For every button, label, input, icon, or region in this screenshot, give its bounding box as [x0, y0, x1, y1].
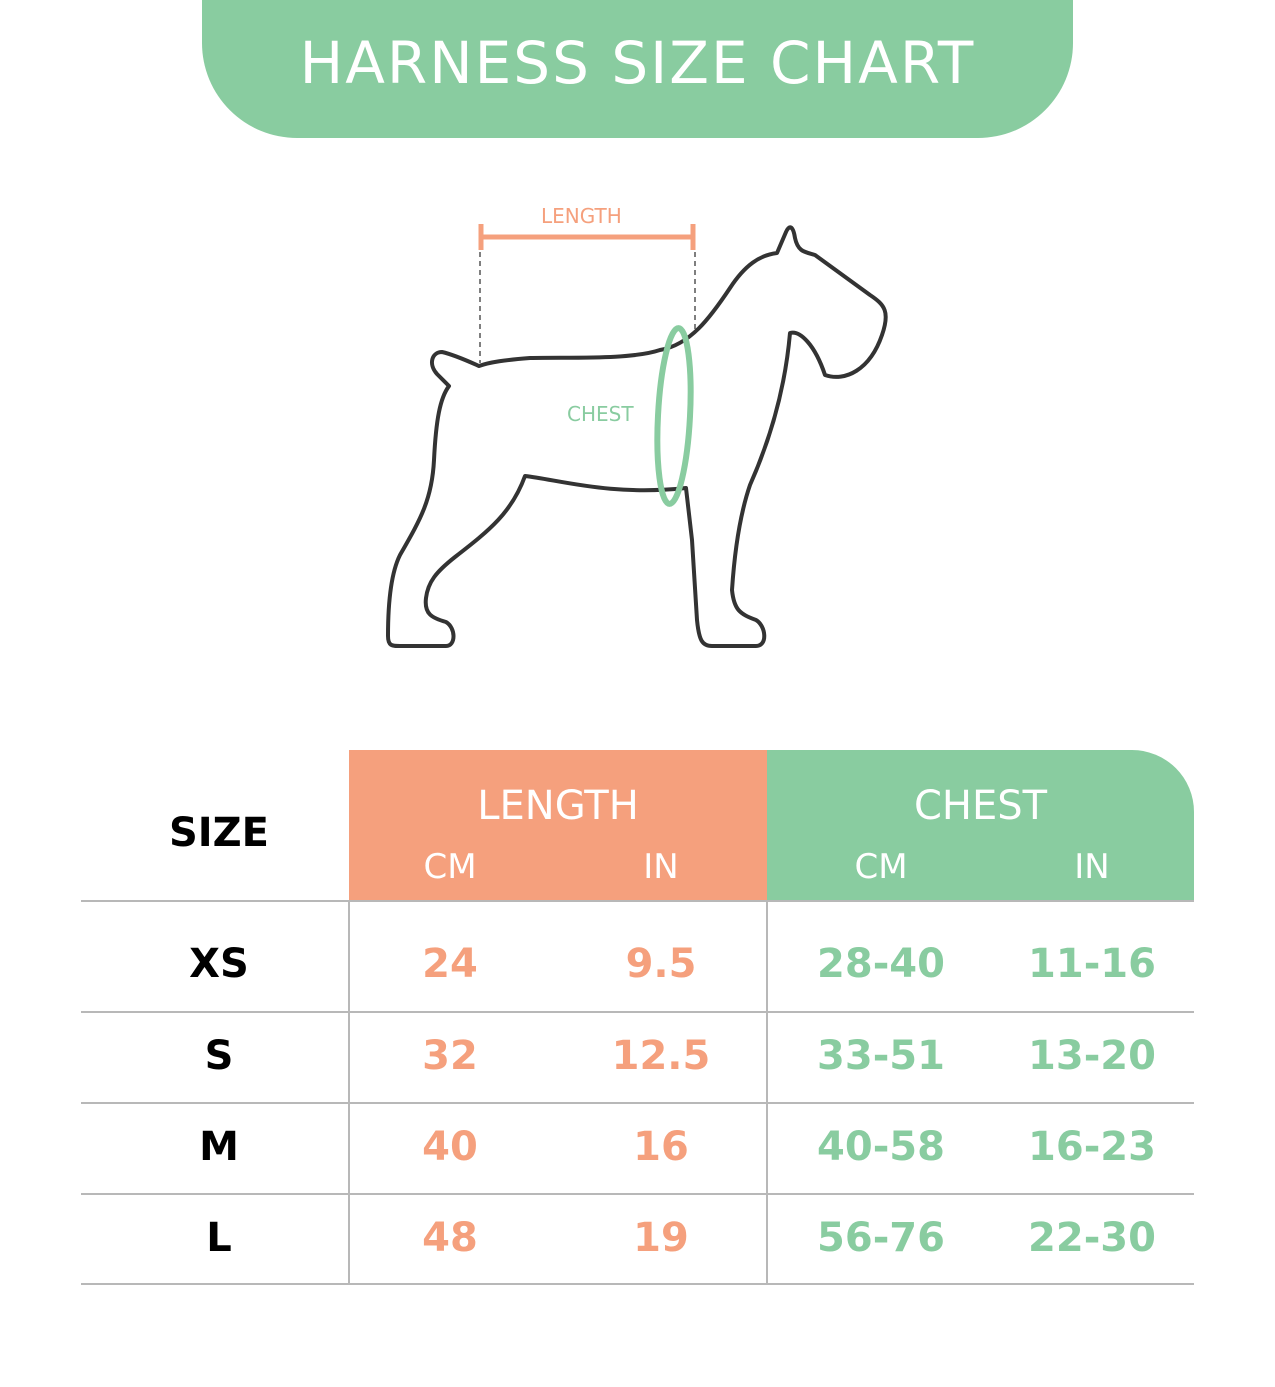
size-header: SIZE: [168, 810, 270, 856]
length-arrow: [478, 224, 696, 250]
row-divider: [81, 900, 1194, 902]
cell-length-cm: 32: [422, 1033, 478, 1079]
cell-chest-cm: 28-40: [817, 941, 945, 987]
length-cm-header: CM: [423, 847, 477, 887]
row-divider: [81, 1102, 1194, 1104]
column-divider: [348, 901, 350, 1284]
row-divider: [81, 1011, 1194, 1013]
cell-size: M: [199, 1124, 239, 1170]
cell-chest-in: 11-16: [1028, 941, 1156, 987]
cell-length-in: 9.5: [625, 941, 697, 987]
dog-diagram: [386, 224, 888, 648]
title-banner: HARNESS SIZE CHART: [202, 0, 1073, 138]
page-title: HARNESS SIZE CHART: [299, 29, 976, 97]
chest-in-header: IN: [1074, 847, 1110, 887]
cell-chest-in: 22-30: [1028, 1215, 1156, 1261]
table-header-chest: [767, 750, 1194, 901]
chest-header: CHEST: [913, 783, 1048, 829]
row-divider: [81, 1193, 1194, 1195]
cell-length-in: 19: [633, 1215, 689, 1261]
length-label: LENGTH: [541, 204, 622, 228]
cell-chest-cm: 40-58: [817, 1124, 945, 1170]
cell-chest-cm: 56-76: [817, 1215, 945, 1261]
dog-outline: [386, 225, 888, 648]
row-divider: [81, 1283, 1194, 1285]
cell-size: L: [206, 1215, 232, 1261]
cell-size: XS: [189, 941, 249, 987]
chest-ring: [654, 325, 694, 507]
chest-cm-header: CM: [854, 847, 908, 887]
cell-size: S: [204, 1033, 234, 1079]
cell-length-cm: 24: [422, 941, 478, 987]
table-header-length: [349, 750, 767, 901]
cell-chest-in: 13-20: [1028, 1033, 1156, 1079]
chest-label: CHEST: [567, 402, 634, 426]
length-header: LENGTH: [477, 783, 639, 829]
cell-length-cm: 48: [422, 1215, 478, 1261]
cell-chest-in: 16-23: [1028, 1124, 1156, 1170]
cell-length-in: 12.5: [611, 1033, 711, 1079]
length-in-header: IN: [643, 847, 679, 887]
cell-length-in: 16: [633, 1124, 689, 1170]
column-divider: [766, 901, 768, 1284]
cell-length-cm: 40: [422, 1124, 478, 1170]
cell-chest-cm: 33-51: [817, 1033, 945, 1079]
